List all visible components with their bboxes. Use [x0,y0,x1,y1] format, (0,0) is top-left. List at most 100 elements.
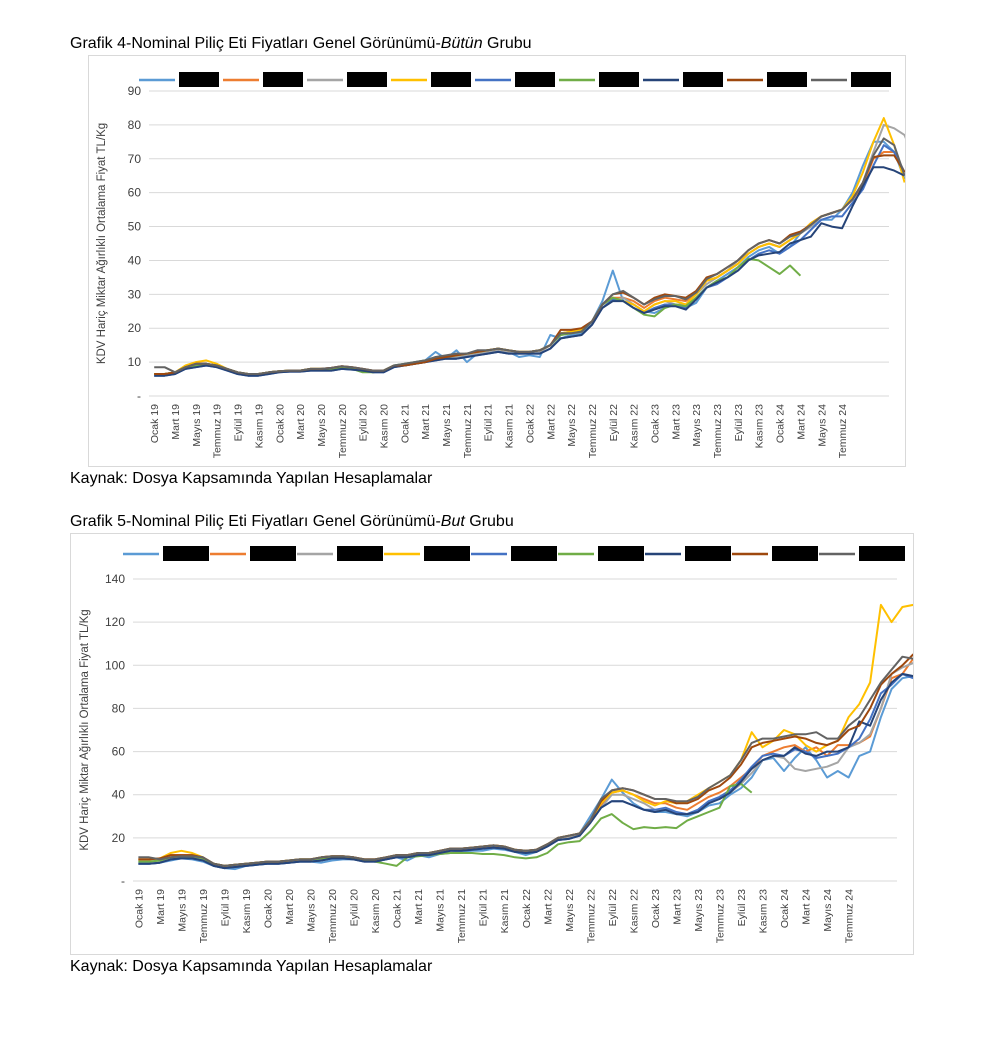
chart4-xtick-label: Mayıs 20 [316,404,328,447]
chart5-xtick-label: Temmuz 21 [456,889,468,943]
chart4-ytick-label: 30 [128,287,142,301]
chart5-svg: - 20 40 60 80 100 120 140 KDV Hariç Miktar Ağırl… [79,546,925,943]
chart5-ytick-label: 40 [112,788,126,802]
chart4-svg: - 10 20 30 40 50 60 70 80 90 KDV Hariç Miktar Ağır… [96,72,917,458]
chart4-ytick-label: - [137,389,141,403]
chart5-xtick-label: Temmuz 23 [714,889,726,943]
chart4-xtick-label: Eylül 21 [483,404,495,442]
chart5-ytick-label: 100 [105,658,125,672]
chart4-xtick-label: Ocak 24 [775,404,787,443]
chart4-xtick-label: Kasım 22 [629,404,641,449]
chart5-legend-redacted-label [337,546,383,561]
chart5-xtick-label: Ocak 21 [392,889,404,928]
chart4-xtick-label: Temmuz 21 [462,404,474,458]
chart4-series-line [154,257,802,375]
chart4-ytick-label: 80 [128,118,142,132]
chart5-xtick-label: Temmuz 22 [585,889,597,943]
chart5-xtick-label: Kasım 19 [241,889,253,934]
chart5-frame: - 20 40 60 80 100 120 140 KDV Hariç Miktar Ağırl… [70,533,925,955]
chart4-xtick-label: Kasım 19 [253,404,265,449]
chart4-xtick-label: Mayıs 23 [691,404,703,447]
chart4-xtick-label: Mayıs 24 [816,404,828,447]
chart4-legend-redacted-label [347,72,387,87]
chart4-xtick-label: Mart 23 [670,404,682,440]
chart5-xtick-label: Mayıs 24 [822,889,834,932]
chart5-legend-redacted-label [250,546,296,561]
chart4-xtick-label: Kasım 23 [754,404,766,449]
chart5-xtick-label: Ocak 23 [650,889,662,928]
chart4-xtick-label: Ocak 19 [149,404,161,443]
chart5-series-line [138,653,925,867]
chart4-xtick-label: Temmuz 20 [337,404,349,458]
chart4-legend-redacted-label [263,72,303,87]
chart4-xtick-label: Mart 22 [545,404,557,440]
chart5-xtick-label: Kasım 23 [757,889,769,934]
chart5-xtick-label: Mart 19 [155,889,167,925]
chart4-ytick-label: 20 [128,321,142,335]
chart4-xtick-label: Mayıs 22 [566,404,578,447]
chart5-series-line [138,782,753,867]
chart4-xtick-label: Eylül 20 [358,404,370,442]
chart4-ytick-label: 70 [128,152,142,166]
chart4-legend-redacted-label [431,72,471,87]
chart5-xtick-label: Ocak 19 [133,889,145,928]
chart5-xtick-label: Ocak 20 [263,889,275,928]
chart4-legend-redacted-label [851,72,891,87]
chart4-xtick-label: Temmuz 19 [212,404,224,458]
chart5-xtick-label: Eylül 22 [607,889,619,927]
chart4-xtick-label: Eylül 22 [608,404,620,442]
chart4-xtick-label: Mart 19 [170,404,182,440]
chart4-legend-redacted-label [515,72,555,87]
chart4-xtick-label: Temmuz 23 [712,404,724,458]
chart4-xtick-label: Temmuz 24 [837,404,849,458]
chart4-caption-prefix: Grafik 4-Nominal Piliç Eti Fiyatları Gen… [70,35,441,52]
chart5-xtick-label: Eylül 19 [219,889,231,927]
chart4-series-line [154,166,906,377]
chart5-legend-redacted-label [511,546,557,561]
chart5-ylabel: KDV Hariç Miktar Ağırlıklı Ortalama Fiya… [79,609,91,850]
chart5-series-line [138,655,914,867]
chart4-legend-redacted-label [599,72,639,87]
chart5-ytick-label: 140 [105,572,125,586]
chart5-legend-redacted-label [163,546,209,561]
chart5-series-line [138,672,914,870]
chart4-series-line [154,151,906,375]
chart5-caption-suffix: Grubu [464,513,514,530]
chart4-series-line [154,137,906,375]
chart5-xtick-label: Mart 21 [413,889,425,925]
chart4-legend-redacted-label [767,72,807,87]
chart5-ytick-label: 60 [112,745,126,759]
chart5-legend-redacted-label [424,546,470,561]
chart5-series-line [138,603,914,867]
chart4-xtick-label: Eylül 23 [733,404,745,442]
chart4-xtick-label: Ocak 20 [274,404,286,443]
chart5-xtick-label: Mayıs 20 [306,889,318,932]
chart4-xtick-label: Mart 24 [795,404,807,440]
chart4-xtick-label: Ocak 23 [649,404,661,443]
chart5-xtick-label: Ocak 24 [779,889,791,928]
chart4-series-line [154,154,906,375]
chart5-series-line [138,675,925,871]
chart5-legend-redacted-label [772,546,818,561]
chart5-xtick-label: Kasım 22 [628,889,640,934]
chart5-xtick-label: Temmuz 24 [844,889,856,943]
chart5-legend-redacted-label [859,546,905,561]
chart5-xtick-label: Mart 24 [801,889,813,925]
chart5-legend-redacted-label [598,546,644,561]
chart4-series-line [154,123,917,375]
chart5-xtick-label: Eylül 21 [478,889,490,927]
chart5-legend-redacted-label [685,546,731,561]
chart4-ylabel: KDV Hariç Miktar Ağırlıklı Ortalama Fiya… [96,123,108,364]
chart5-series-line [138,672,914,870]
chart4-ytick-label: 50 [128,220,142,234]
chart5-xtick-label: Mayıs 19 [176,889,188,932]
chart5-xtick-label: Temmuz 20 [327,889,339,943]
chart4-xtick-label: Ocak 21 [399,404,411,443]
chart4-xtick-label: Ocak 22 [524,404,536,443]
chart4-caption-italic: Bütün [440,35,483,52]
chart4-caption-suffix: Grubu [482,35,532,52]
chart5-xtick-label: Mart 22 [542,889,554,925]
chart4-source: Kaynak: Dosya Kapsamında Yapılan Hesapla… [70,470,433,487]
chart4-xtick-label: Mayıs 21 [441,404,453,447]
chart4-xtick-label: Kasım 21 [504,404,516,449]
